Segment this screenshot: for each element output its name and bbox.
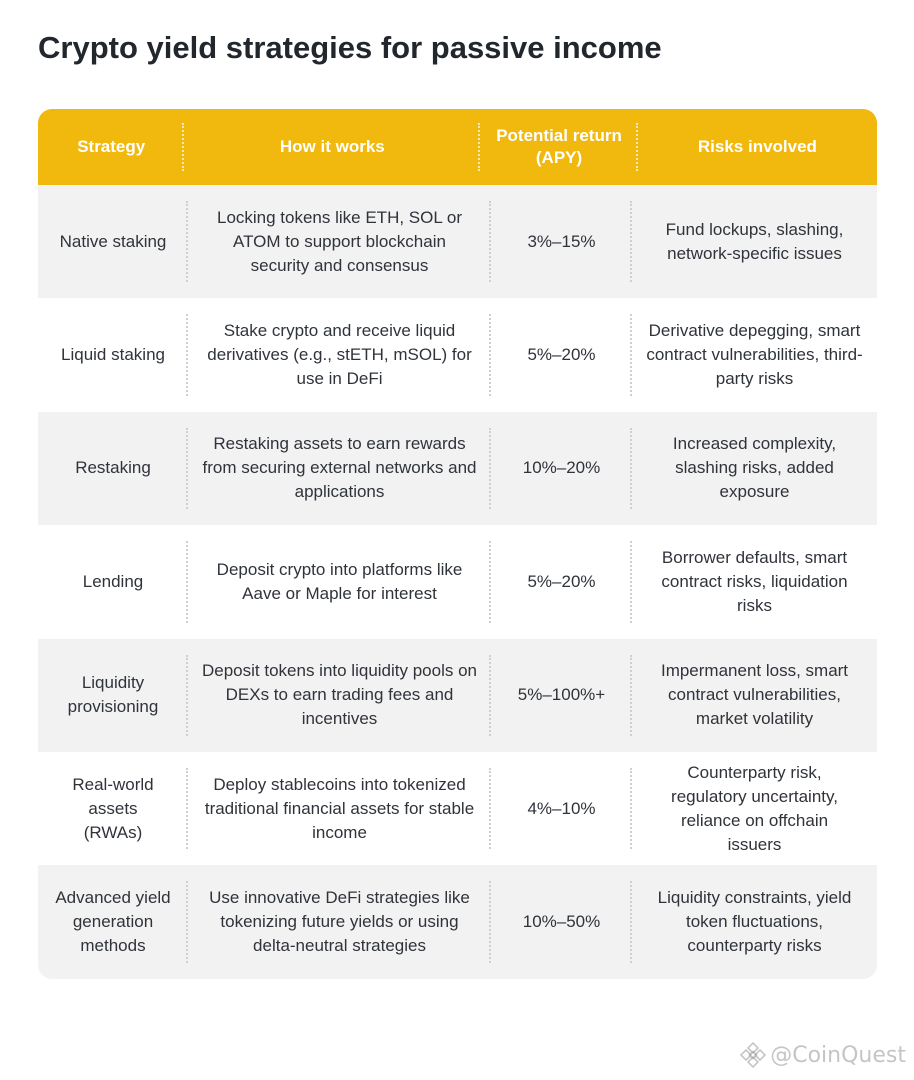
cell-strategy: Lending <box>38 525 188 638</box>
cell-strategy: Liquidity provisioning <box>38 639 188 752</box>
cell-how-it-works: Deploy stablecoins into tokenized tradit… <box>188 752 491 865</box>
table-row: Liquid staking Stake crypto and receive … <box>38 298 877 412</box>
table-row: Native staking Locking tokens like ETH, … <box>38 185 877 299</box>
header-how-it-works: How it works <box>184 109 480 185</box>
table-header: Strategy How it works Potential return (… <box>38 109 877 185</box>
cell-how-it-works: Use innovative DeFi strategies like toke… <box>188 865 491 978</box>
watermark: @CoinQuest <box>740 1042 906 1068</box>
cell-strategy: Liquid staking <box>38 298 188 411</box>
cell-strategy: Restaking <box>38 412 188 525</box>
cell-risks: Increased complexity, slashing risks, ad… <box>672 434 837 502</box>
page-title: Crypto yield strategies for passive inco… <box>38 30 662 65</box>
cell-risks: Derivative depegging, smart contract vul… <box>646 321 863 389</box>
table-row: Real-world assets (RWAs) Deploy stableco… <box>38 751 877 866</box>
cell-apy: 5%–20% <box>491 525 632 638</box>
cell-risks: Impermanent loss, smart contract vulnera… <box>660 661 849 729</box>
binance-logo-icon <box>740 1042 767 1068</box>
cell-apy: 3%–15% <box>491 185 632 298</box>
header-potential-return: Potential return (APY) <box>480 109 638 185</box>
cell-apy: 10%–50% <box>491 865 632 978</box>
cell-how-it-works: Locking tokens like ETH, SOL or ATOM to … <box>188 185 491 298</box>
header-strategy: Strategy <box>38 109 185 185</box>
cell-strategy: Advanced yield generation methods <box>38 865 188 978</box>
cell-apy: 5%–100%+ <box>491 639 632 752</box>
cell-how-it-works: Deposit tokens into liquidity pools on D… <box>188 639 491 752</box>
cell-how-it-works: Stake crypto and receive liquid derivati… <box>188 298 491 411</box>
cell-apy: 4%–10% <box>491 752 632 865</box>
cell-strategy: Real-world assets (RWAs) <box>38 752 188 865</box>
table-row: Restaking Restaking assets to earn rewar… <box>38 411 877 526</box>
cell-risks: Fund lockups, slashing, network-specific… <box>665 219 844 263</box>
table-row: Lending Deposit crypto into platforms li… <box>38 525 877 639</box>
cell-apy: 10%–20% <box>491 412 632 525</box>
watermark-text: @CoinQuest <box>770 1042 906 1068</box>
cell-risks: Borrower defaults, smart contract risks,… <box>661 547 848 615</box>
header-risks-involved: Risks involved <box>697 137 817 156</box>
cell-strategy: Native staking <box>38 185 188 298</box>
cell-risks: Liquidity constraints, yield token fluct… <box>657 888 852 956</box>
cell-risks: Counterparty risk, regulatory uncertaint… <box>671 762 838 854</box>
table-row: Advanced yield generation methods Use in… <box>38 865 877 979</box>
cell-apy: 5%–20% <box>491 298 632 411</box>
cell-how-it-works: Deposit crypto into platforms like Aave … <box>188 525 491 638</box>
cell-how-it-works: Restaking assets to earn rewards from se… <box>188 412 491 525</box>
table-row: Liquidity provisioning Deposit tokens in… <box>38 638 877 752</box>
strategy-table: Strategy How it works Potential return (… <box>38 109 877 979</box>
